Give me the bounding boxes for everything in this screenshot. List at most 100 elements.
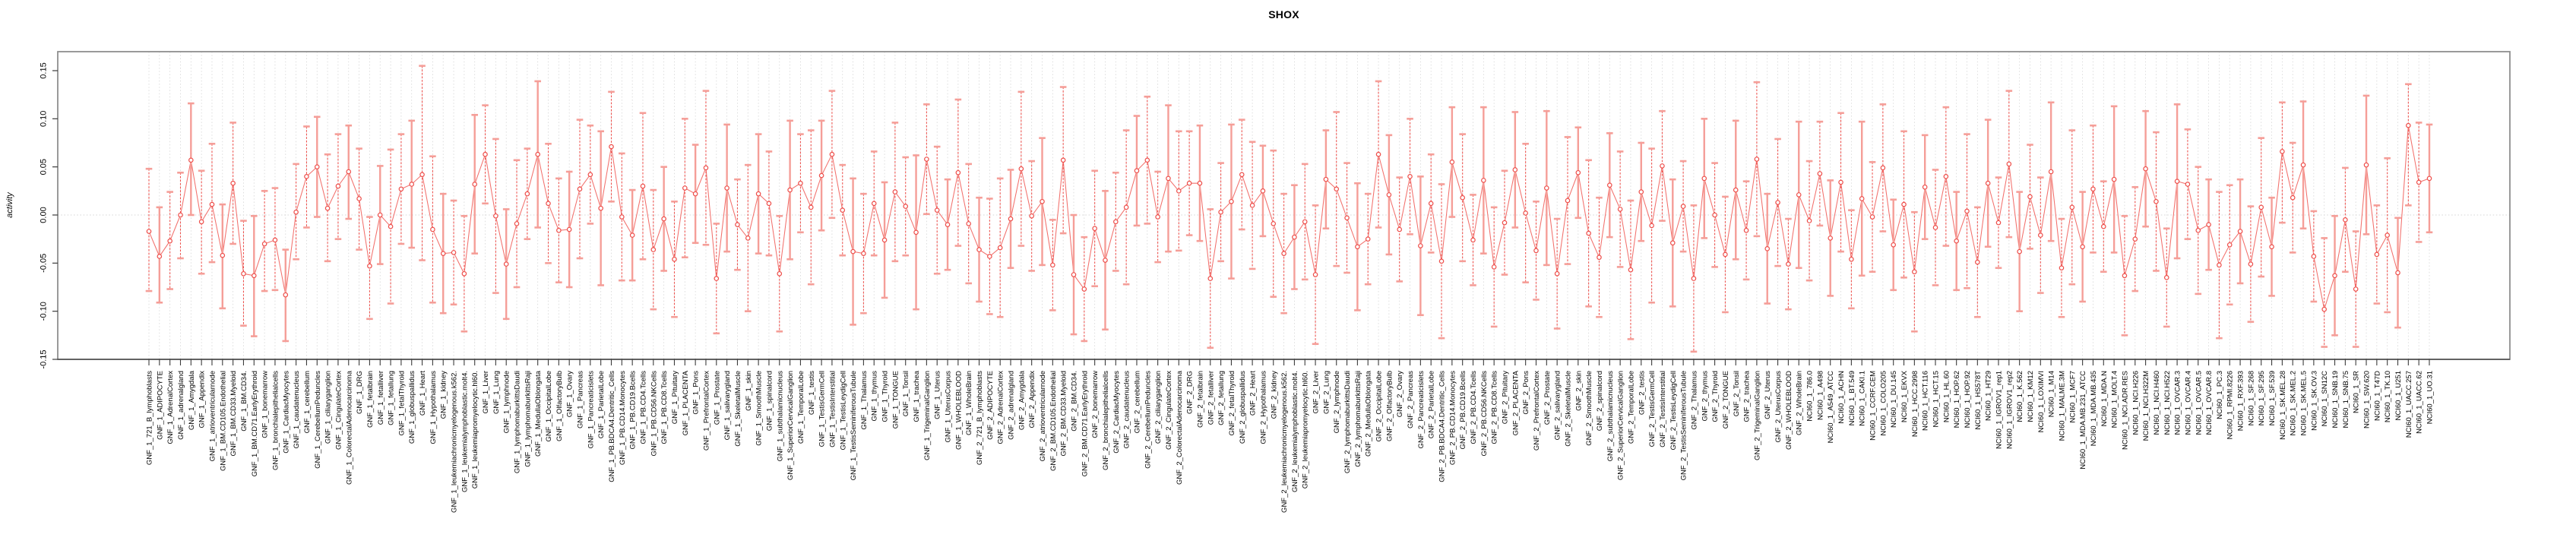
x-tick-label: GNF_2_bronchialepithelialcells [1102,371,1110,470]
x-tick-label: GNF_1_PB.CD56.NKCells [650,371,658,457]
data-point [703,165,709,171]
data-point [409,182,415,187]
x-tick-label: GNF_1_WHOLEBLOOD [954,371,963,450]
x-tick-label: GNF_1_skin [745,371,753,411]
x-tick-label: GNF_1_DRG [356,371,364,414]
data-point [818,172,824,179]
data-point [2226,242,2233,248]
x-tick-label: GNF_1_TestisGermCell [818,371,827,447]
x-tick-label: NCI60_1_CAKI.1 [1859,371,1867,426]
x-tick-label: NCI60_1_SN12C [2321,371,2329,427]
data-point [2311,254,2317,259]
data-point [1628,267,1634,273]
data-point [356,196,362,201]
data-point [1470,237,1476,243]
data-point [1586,230,1591,236]
x-tick-label: GNF_2_PB.CD14.Monocytes [1448,371,1457,465]
x-tick-label: GNF_1_UterusCorpus [945,371,953,443]
data-point [2174,179,2180,184]
x-tick-label: NCI60_1_NCI.H460 [2153,371,2161,435]
series-line [148,125,2430,310]
data-point [934,207,940,213]
x-tick-label: GNF_2_TestisInterstitial [1659,371,1667,447]
x-tick-label: NCI60_1_DU.145 [1890,371,1898,428]
data-point [997,245,1003,251]
x-tick-label: NCI60_1_ACHN [1837,371,1846,424]
x-tick-label: GNF_2_ParietalLobe [1428,371,1436,438]
x-tick-label: NCI60_1_NCI.H522 [2163,371,2172,435]
x-tick-label: GNF_2_Amygdala [1017,370,1026,430]
x-tick-label: GNF_2_BM.CD33.Myeloid [1060,371,1068,456]
data-point [346,169,352,175]
data-point [2248,261,2254,267]
data-point [2395,270,2400,276]
x-tick-label: GNF_1_OccipitalLobe [545,371,553,441]
data-point [850,248,856,255]
x-tick-label: NCI60_1_HCT.116 [1922,371,1930,431]
x-tick-label: GNF_2_PB.BDCA4.Dentritic_Cells [1438,371,1447,482]
data-point [524,191,530,197]
data-point [2343,217,2348,223]
data-point [2154,198,2159,204]
data-point [661,216,666,222]
data-point [1523,210,1528,216]
x-tick-label: GNF_2_Liver [1312,371,1321,414]
data-point [1092,226,1097,232]
x-tick-label: GNF_2_Heart [1249,371,1258,416]
x-tick-label: GNF_1_PB.CD4.Tcells [639,371,647,444]
x-tick-label: GNF_2_BM.CD71.EarlyErythroid [1081,371,1089,476]
data-point [1943,174,1949,179]
y-tick-label: 0.05 [40,159,49,175]
x-tick-label: NCI60_1_OVCAR.4 [2184,371,2192,435]
data-point [1554,270,1560,277]
data-point [587,172,593,178]
data-point [735,222,740,227]
data-point [745,236,751,241]
data-point [2195,227,2201,233]
x-tick-label: NCI60_1_IGROV1_rep1 [1995,371,2003,449]
data-point [755,191,761,197]
x-tick-label: NCI60_1_UACC.62 [2416,371,2424,434]
data-point [1438,258,1445,264]
x-tick-label: GNF_2_PB.CD56.NKCells [1480,371,1489,457]
data-point [324,205,331,211]
data-point [451,250,457,255]
data-point [1312,272,1318,277]
data-point [1271,221,1277,226]
data-point [1932,225,1938,230]
x-tick-label: NCI60_1_SF.539 [2268,371,2277,425]
x-tick-label: NCI60_1_SR [2353,371,2361,413]
data-point [2206,222,2211,227]
data-point [640,183,646,189]
data-point [1029,213,1034,219]
x-tick-label: NCI60_1_MCF7 [2068,371,2077,423]
x-tick-label: GNF_1_Ovary [566,371,574,417]
data-point [2321,306,2328,312]
x-tick-label: GNF_1_fetallung [388,371,396,425]
data-point [1260,188,1266,194]
data-point [1144,157,1150,163]
x-tick-label: GNF_1_ciliaryganglion [324,371,333,444]
data-point [2406,122,2411,128]
data-point [1249,203,1255,208]
x-tick-label: GNF_2_CerebellumPeduncles [1144,371,1152,469]
data-point [987,254,992,259]
data-point [2416,179,2422,185]
x-tick-label: NCI60_1_U251 [2394,371,2403,421]
x-tick-label: GNF_2_TemporalLobe [1627,371,1635,444]
data-point [2258,204,2264,210]
x-tick-label: NCI60_1_MALME.3M [2058,371,2066,441]
data-point [2353,286,2359,292]
data-point [1239,172,1245,178]
data-point [1460,194,1465,201]
data-point [724,185,729,191]
x-tick-label: GNF_2_atrioventricularnode [1039,371,1047,461]
data-point [650,247,657,252]
x-tick-label: GNF_1_PB.CD14.Monocytes [619,371,627,465]
data-point [1912,269,1917,275]
x-tick-label: GNF_2_Pons [1522,371,1530,415]
data-point [2217,262,2222,268]
data-point [178,212,183,218]
x-tick-label: GNF_2_SkeletalMuscle [1564,371,1572,447]
x-tick-label: GNF_1_TestisInterstitial [828,371,837,447]
